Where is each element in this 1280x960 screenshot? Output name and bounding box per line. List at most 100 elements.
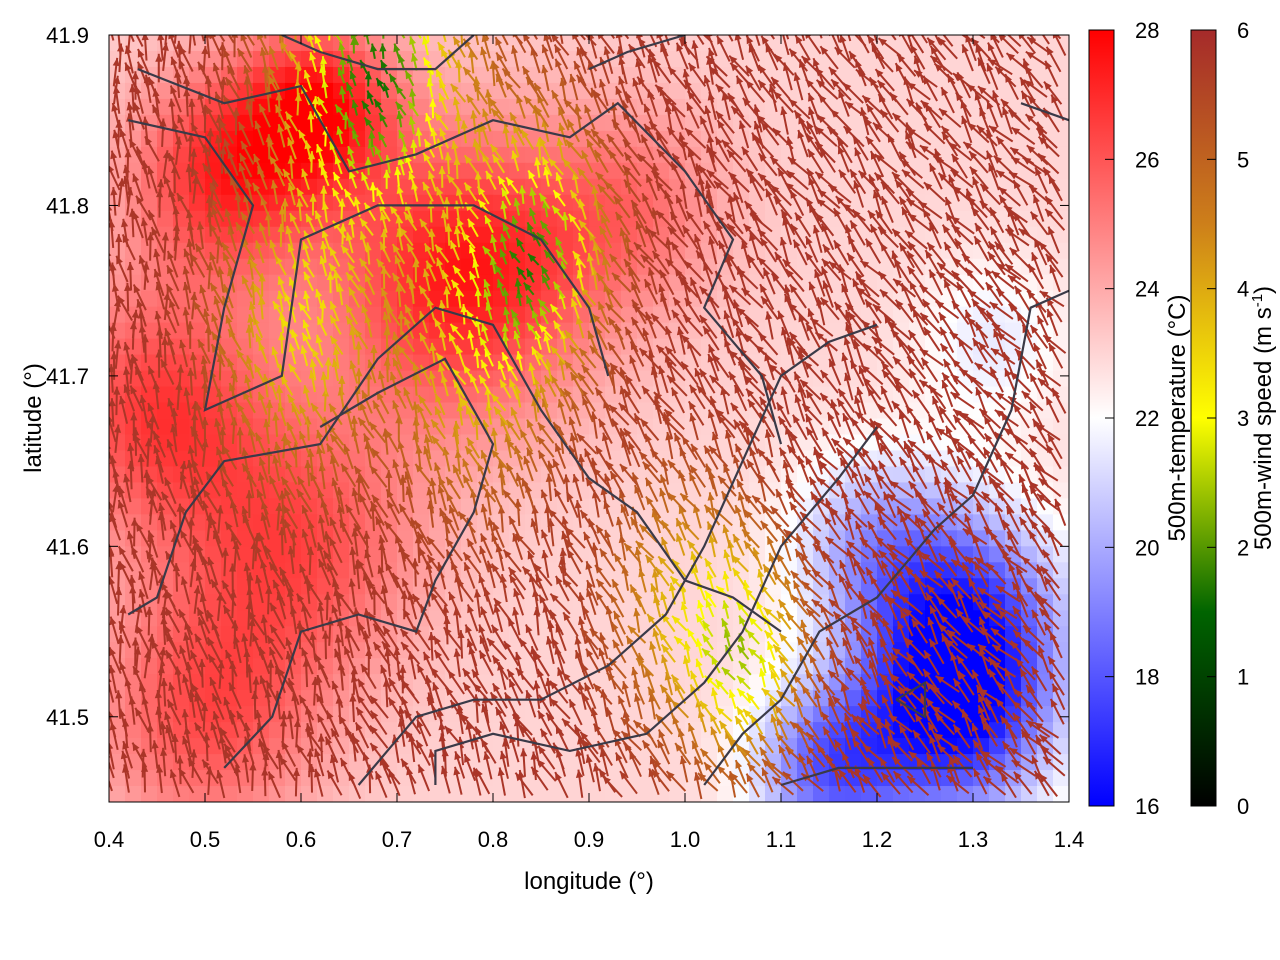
heatmap-cell: [477, 226, 494, 244]
heatmap-cell: [829, 242, 846, 260]
heatmap-cell: [1053, 466, 1069, 484]
heatmap-cell: [493, 786, 510, 802]
heatmap-cell: [269, 786, 286, 802]
heatmap-cell: [813, 178, 830, 196]
heatmap-cell: [301, 354, 318, 372]
heatmap-cell: [941, 114, 958, 132]
heatmap-cell: [253, 210, 270, 228]
heatmap-cell: [349, 754, 366, 771]
heatmap-cell: [141, 786, 158, 802]
heatmap-cell: [397, 114, 414, 132]
heatmap-cell: [749, 242, 766, 260]
heatmap-cell: [733, 130, 750, 148]
heatmap-cell: [861, 146, 878, 164]
heatmap-cell: [413, 162, 430, 180]
heatmap-cell: [461, 146, 478, 164]
heatmap-cell: [541, 786, 558, 802]
heatmap-cell: [717, 786, 734, 802]
heatmap-cell: [1053, 226, 1069, 244]
heatmap-cell: [381, 50, 398, 68]
heatmap-cell: [365, 50, 382, 68]
heatmap-cell: [925, 370, 942, 388]
heatmap-cell: [141, 130, 158, 148]
heatmap-cell: [829, 530, 846, 547]
heatmap-cell: [221, 690, 238, 707]
heatmap-cell: [253, 610, 270, 627]
heatmap-cell: [317, 35, 334, 52]
heatmap-cell: [1053, 418, 1069, 436]
heatmap-cell: [605, 562, 622, 579]
heatmap-cell: [285, 194, 302, 212]
heatmap-cell: [525, 35, 542, 52]
heatmap-cell: [141, 242, 158, 260]
heatmap-cell: [1053, 482, 1069, 499]
heatmap-cell: [733, 226, 750, 244]
heatmap-cell: [909, 594, 926, 611]
heatmap-cell: [445, 66, 462, 84]
heatmap-cell: [125, 162, 142, 180]
heatmap-cell: [733, 258, 750, 276]
heatmap-cell: [925, 194, 942, 212]
heatmap-cell: [317, 178, 334, 196]
heatmap-cell: [109, 674, 126, 691]
heatmap-cell: [1005, 178, 1022, 196]
heatmap-cell: [573, 130, 590, 148]
heatmap-cell: [349, 178, 366, 196]
heatmap-cell: [445, 35, 462, 52]
heatmap-cell: [765, 226, 782, 244]
heatmap-cell: [605, 178, 622, 196]
heatmap-cell: [285, 146, 302, 164]
heatmap-cell: [141, 194, 158, 212]
heatmap-cell: [429, 786, 446, 802]
heatmap-cell: [621, 786, 638, 802]
heatmap-cell: [1005, 322, 1022, 340]
heatmap-cell: [109, 66, 126, 84]
heatmap-cell: [397, 82, 414, 100]
heatmap-cell: [557, 82, 574, 100]
heatmap-cell: [269, 258, 286, 276]
heatmap-cell: [733, 754, 750, 771]
heatmap-cell: [925, 482, 942, 499]
heatmap-cell: [429, 530, 446, 547]
heatmap-cell: [861, 82, 878, 100]
heatmap-cell: [381, 130, 398, 148]
heatmap-cell: [253, 786, 270, 802]
heatmap-cell: [1053, 98, 1069, 116]
heatmap-cell: [909, 114, 926, 132]
heatmap-cell: [797, 498, 814, 515]
heatmap-cell: [765, 338, 782, 356]
heatmap-cell: [189, 210, 206, 228]
heatmap-cell: [989, 738, 1006, 755]
heatmap-cell: [957, 770, 974, 787]
heatmap-cell: [909, 786, 926, 802]
heatmap-cell: [1053, 738, 1069, 755]
heatmap-cell: [589, 786, 606, 802]
wind-arrow-head: [102, 764, 109, 773]
heatmap-cell: [477, 66, 494, 84]
heatmap-cell: [541, 226, 558, 244]
heatmap-cell: [573, 226, 590, 244]
heatmap-cell: [445, 434, 462, 452]
heatmap-cell: [509, 226, 526, 244]
heatmap-cell: [157, 530, 174, 547]
heatmap-cell: [221, 114, 238, 132]
heatmap-cell: [413, 82, 430, 100]
heatmap-cell: [845, 162, 862, 180]
heatmap-cell: [365, 786, 382, 802]
heatmap-cell: [509, 82, 526, 100]
heatmap-cell: [1005, 162, 1022, 180]
heatmap-cell: [941, 786, 958, 802]
heatmap-cell: [157, 82, 174, 100]
heatmap-cell: [893, 82, 910, 100]
heatmap-cell: [317, 66, 334, 84]
heatmap-cell: [1005, 35, 1022, 52]
heatmap-cell: [621, 130, 638, 148]
heatmap-cell: [269, 386, 286, 404]
heatmap-cell: [157, 210, 174, 228]
heatmap-cell: [333, 242, 350, 260]
heatmap-cell: [637, 786, 654, 802]
heatmap-cell: [125, 130, 142, 148]
heatmap-cell: [573, 514, 590, 531]
heatmap-cell: [1053, 50, 1069, 68]
